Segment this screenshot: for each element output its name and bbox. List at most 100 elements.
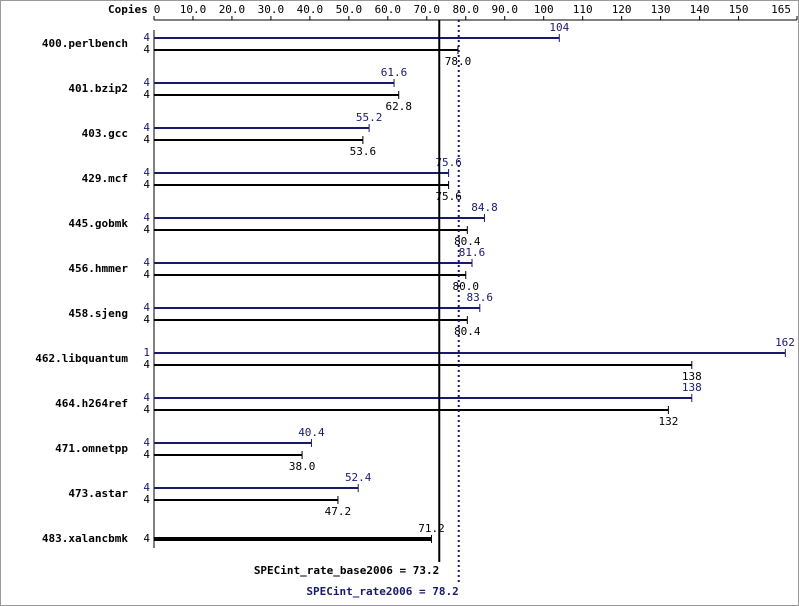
value-label: 53.6 (350, 145, 377, 158)
copies-label: 4 (143, 76, 150, 89)
copies-label: 4 (143, 391, 150, 404)
reference-label: SPECint_rate_base2006 = 73.2 (254, 564, 439, 577)
category-label: 458.sjeng (68, 307, 128, 320)
copies-label: 4 (143, 88, 150, 101)
value-label: 104 (549, 21, 569, 34)
bar (154, 409, 669, 411)
bar (154, 397, 692, 399)
bar (154, 307, 480, 309)
value-label: 83.6 (467, 291, 494, 304)
value-label: 61.6 (381, 66, 408, 79)
copies-label: 4 (143, 403, 150, 416)
copies-label: 1 (143, 346, 150, 359)
value-label: 81.6 (459, 246, 486, 259)
category-label: 462.libquantum (35, 352, 128, 365)
value-label: 138 (682, 381, 702, 394)
bar (154, 217, 485, 219)
x-tick-label: 130 (651, 3, 671, 16)
copies-label: 4 (143, 43, 150, 56)
copies-label: 4 (143, 532, 150, 545)
x-tick-label: 0 (154, 3, 161, 16)
value-label: 80.0 (453, 280, 480, 293)
x-tick-label: 70.0 (414, 3, 441, 16)
x-tick-label: 50.0 (336, 3, 363, 16)
copies-label: 4 (143, 178, 150, 191)
category-label: 483.xalancbmk (42, 532, 128, 545)
copies-label: 4 (143, 301, 150, 314)
x-tick-label: 165 (771, 3, 791, 16)
copies-label: 4 (143, 436, 150, 449)
bar (154, 352, 786, 354)
reference-label: SPECint_rate2006 = 78.2 (306, 585, 458, 598)
category-label: 471.omnetpp (55, 442, 128, 455)
category-label: 445.gobmk (68, 217, 128, 230)
bar (154, 82, 395, 84)
bar (154, 127, 370, 129)
x-tick-label: 60.0 (375, 3, 402, 16)
value-label: 80.4 (454, 325, 481, 338)
copies-label: 4 (143, 133, 150, 146)
x-tick-label: 100 (534, 3, 554, 16)
copies-label: 4 (143, 223, 150, 236)
category-label: 403.gcc (82, 127, 128, 140)
x-tick-label: 80.0 (453, 3, 480, 16)
bar (154, 229, 468, 231)
value-label: 55.2 (356, 111, 383, 124)
x-tick-label: 140 (690, 3, 710, 16)
copies-label: 4 (143, 358, 150, 371)
bar (154, 364, 692, 366)
x-tick-label: 90.0 (491, 3, 518, 16)
copies-label: 4 (143, 31, 150, 44)
category-label: 464.h264ref (55, 397, 128, 410)
copies-label: 4 (143, 211, 150, 224)
copies-label: 4 (143, 121, 150, 134)
x-tick-label: 20.0 (219, 3, 246, 16)
x-tick-label: 40.0 (297, 3, 324, 16)
bar (154, 94, 399, 96)
x-tick-label: 110 (573, 3, 593, 16)
bar (154, 499, 338, 501)
value-label: 71.2 (418, 522, 445, 535)
copies-label: 4 (143, 166, 150, 179)
copies-label: 4 (143, 448, 150, 461)
value-label: 47.2 (325, 505, 352, 518)
bar (154, 537, 432, 541)
value-label: 38.0 (289, 460, 316, 473)
copies-label: 4 (143, 493, 150, 506)
value-label: 75.6 (435, 190, 462, 203)
bar (154, 454, 303, 456)
value-label: 62.8 (385, 100, 412, 113)
bar (154, 274, 466, 276)
bar (154, 49, 458, 51)
value-label: 40.4 (298, 426, 325, 439)
x-tick-label: 10.0 (180, 3, 207, 16)
bar (154, 487, 359, 489)
value-label: 75.6 (435, 156, 462, 169)
bar (154, 184, 449, 186)
bar (154, 262, 472, 264)
value-label: 162 (775, 336, 795, 349)
copies-label: 4 (143, 268, 150, 281)
category-label: 429.mcf (82, 172, 128, 185)
copies-label: 4 (143, 481, 150, 494)
copies-label: 4 (143, 256, 150, 269)
value-label: 52.4 (345, 471, 372, 484)
bar (154, 442, 312, 444)
copies-header: Copies (108, 3, 148, 16)
category-label: 400.perlbench (42, 37, 128, 50)
value-label: 80.4 (454, 235, 481, 248)
bar (154, 172, 449, 174)
category-label: 401.bzip2 (68, 82, 128, 95)
x-tick-label: 120 (612, 3, 632, 16)
copies-label: 4 (143, 313, 150, 326)
bar (154, 139, 363, 141)
category-label: 456.hmmer (68, 262, 128, 275)
category-label: 473.astar (68, 487, 128, 500)
bar (154, 37, 560, 39)
value-label: 84.8 (471, 201, 498, 214)
x-tick-label: 30.0 (258, 3, 285, 16)
value-label: 138 (682, 370, 702, 383)
bar (154, 319, 468, 321)
